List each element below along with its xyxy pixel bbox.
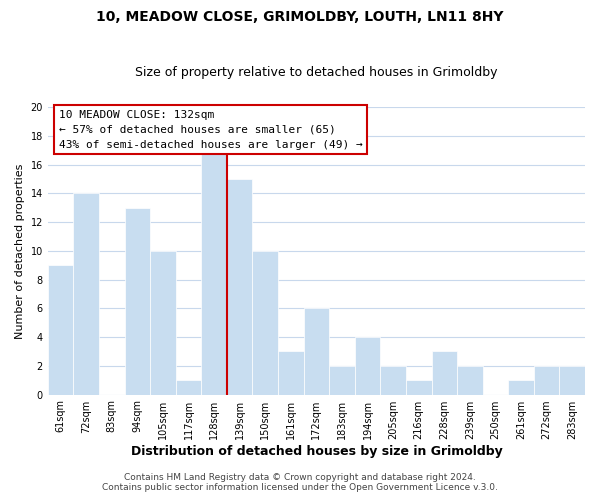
Bar <box>227 179 253 394</box>
Title: Size of property relative to detached houses in Grimoldby: Size of property relative to detached ho… <box>135 66 497 80</box>
Bar <box>534 366 559 394</box>
Bar <box>457 366 482 394</box>
Bar <box>406 380 431 394</box>
Bar <box>125 208 150 394</box>
Bar <box>380 366 406 394</box>
Bar <box>150 251 176 394</box>
Text: Contains HM Land Registry data © Crown copyright and database right 2024.
Contai: Contains HM Land Registry data © Crown c… <box>102 473 498 492</box>
Bar <box>559 366 585 394</box>
Text: 10 MEADOW CLOSE: 132sqm
← 57% of detached houses are smaller (65)
43% of semi-de: 10 MEADOW CLOSE: 132sqm ← 57% of detache… <box>59 110 362 150</box>
Bar <box>304 308 329 394</box>
Bar <box>278 352 304 395</box>
Bar <box>73 194 99 394</box>
Bar <box>431 352 457 395</box>
X-axis label: Distribution of detached houses by size in Grimoldby: Distribution of detached houses by size … <box>131 444 502 458</box>
Text: 10, MEADOW CLOSE, GRIMOLDBY, LOUTH, LN11 8HY: 10, MEADOW CLOSE, GRIMOLDBY, LOUTH, LN11… <box>96 10 504 24</box>
Bar <box>253 251 278 394</box>
Bar <box>48 265 73 394</box>
Bar <box>329 366 355 394</box>
Y-axis label: Number of detached properties: Number of detached properties <box>15 163 25 338</box>
Bar <box>176 380 201 394</box>
Bar <box>355 337 380 394</box>
Bar <box>508 380 534 394</box>
Bar <box>201 150 227 394</box>
